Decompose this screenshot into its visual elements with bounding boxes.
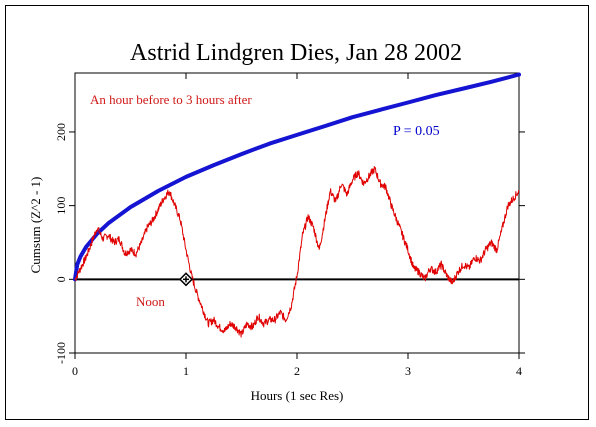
x-tick-label: 3 [405,364,411,378]
series-significance-envelope [73,72,521,282]
x-axis-label: Hours (1 sec Res) [251,388,344,403]
y-tick-label: 200 [54,123,68,141]
chart-frame [5,5,589,420]
plot-area [74,72,520,354]
y-axis-label: Cumsum (Z^2 - 1) [28,177,43,274]
event-marker [178,272,194,287]
x-tick-label: 4 [516,364,522,378]
x-tick-label: 2 [294,364,300,378]
x-tick-label: 0 [72,364,78,378]
chart-title: Astrid Lindgren Dies, Jan 28 2002 [130,40,462,66]
annotation-significance: P = 0.05 [393,124,440,139]
y-tick-label: -100 [54,342,68,364]
annotation-window: An hour before to 3 hours after [90,92,252,107]
y-tick-label: 0 [54,276,68,282]
y-tick-label: 100 [54,197,68,215]
x-tick-label: 1 [183,364,189,378]
series-cumulative-deviation [74,166,520,338]
annotation-event: Noon [136,294,165,309]
